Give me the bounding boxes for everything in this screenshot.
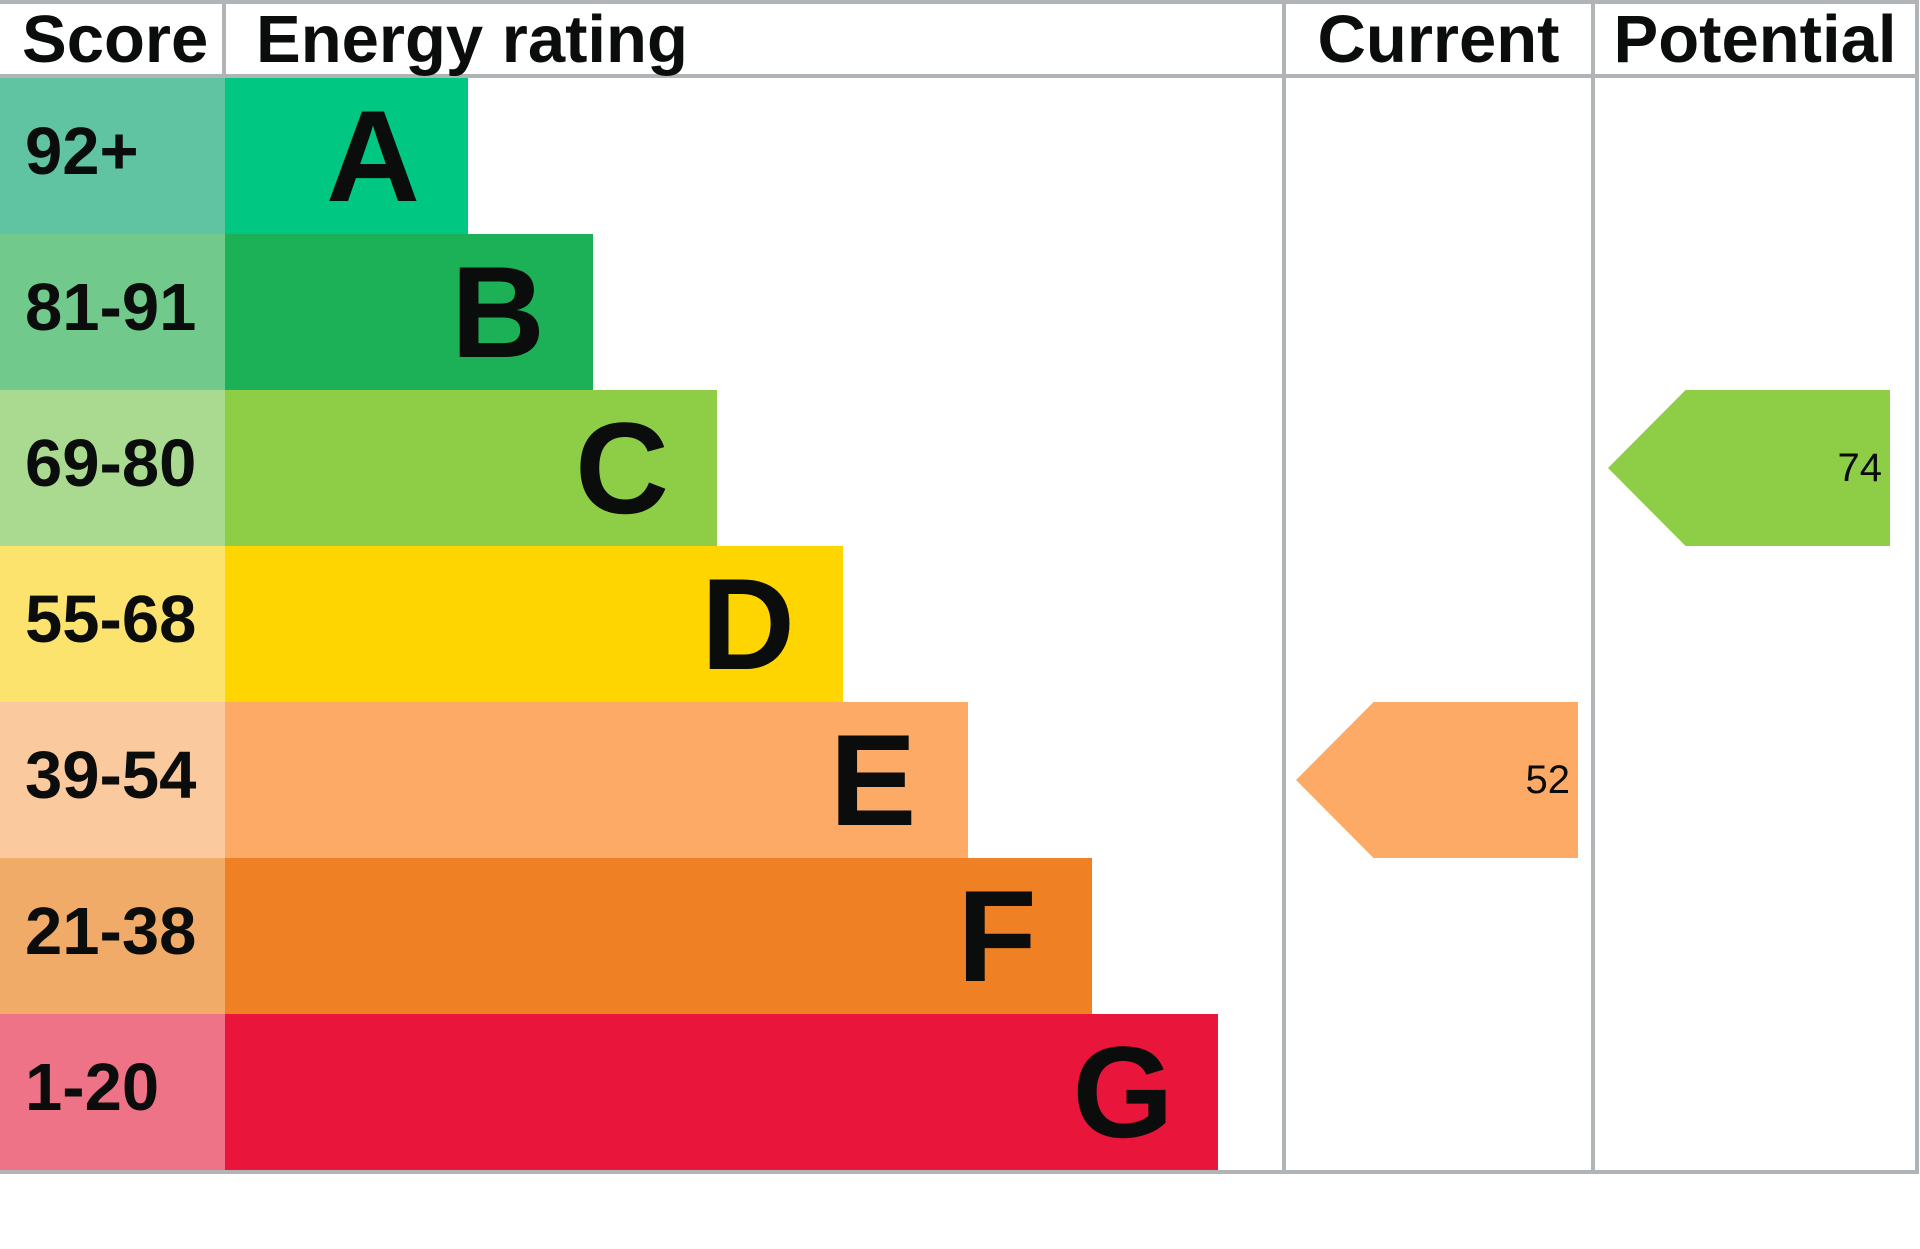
- chart-top-border: [0, 0, 1919, 4]
- band-letter-e: E: [829, 707, 917, 853]
- potential-header-label: Potential: [1613, 1, 1897, 77]
- band-row-d: 55-68 D: [0, 546, 1920, 702]
- band-row-e: 39-54 E: [0, 702, 1920, 858]
- band-row-a: 92+ A: [0, 78, 1920, 234]
- band-row-b: 81-91 B: [0, 234, 1920, 390]
- band-letter-f: F: [957, 863, 1037, 1009]
- band-row-g: 1-20 G: [0, 1014, 1920, 1170]
- header-bottom-border: [0, 74, 1919, 78]
- score-column-divider: [222, 4, 226, 74]
- score-cell-f: 21-38: [0, 858, 225, 1014]
- current-column-divider: [1282, 0, 1286, 1174]
- score-range-label: 81-91: [25, 269, 197, 345]
- band-row-c: 69-80 C: [0, 390, 1920, 546]
- chart-right-border: [1915, 0, 1919, 1174]
- band-letter-c: C: [575, 395, 669, 541]
- score-cell-d: 55-68: [0, 546, 225, 702]
- score-header-label: Score: [22, 1, 209, 77]
- potential-column-divider: [1591, 0, 1595, 1174]
- band-bar-g: G: [225, 1014, 1218, 1170]
- band-bar-c: C: [225, 390, 717, 546]
- band-bar-b: B: [225, 234, 593, 390]
- score-cell-a: 92+: [0, 78, 225, 234]
- score-cell-b: 81-91: [0, 234, 225, 390]
- band-bar-f: F: [225, 858, 1092, 1014]
- score-range-label: 92+: [25, 113, 139, 189]
- score-range-label: 55-68: [25, 581, 197, 657]
- band-bar-e: E: [225, 702, 968, 858]
- score-range-label: 21-38: [25, 893, 197, 969]
- potential-rating-value: 74: [1837, 445, 1883, 490]
- chart-bottom-border: [0, 1170, 1919, 1174]
- band-bar-d: D: [225, 546, 843, 702]
- band-bar-a: A: [225, 78, 468, 234]
- current-rating-value: 52: [1525, 757, 1571, 802]
- score-range-label: 69-80: [25, 425, 197, 501]
- band-letter-d: D: [701, 551, 795, 697]
- energy-rating-header-label: Energy rating: [256, 1, 688, 77]
- score-cell-e: 39-54: [0, 702, 225, 858]
- band-row-f: 21-38 F: [0, 858, 1920, 1014]
- score-cell-g: 1-20: [0, 1014, 225, 1170]
- band-letter-g: G: [1072, 1019, 1174, 1165]
- score-cell-c: 69-80: [0, 390, 225, 546]
- current-header-label: Current: [1317, 1, 1560, 77]
- band-letter-b: B: [451, 239, 545, 385]
- band-letter-a: A: [326, 83, 420, 229]
- score-range-label: 39-54: [25, 737, 197, 813]
- score-range-label: 1-20: [25, 1049, 160, 1125]
